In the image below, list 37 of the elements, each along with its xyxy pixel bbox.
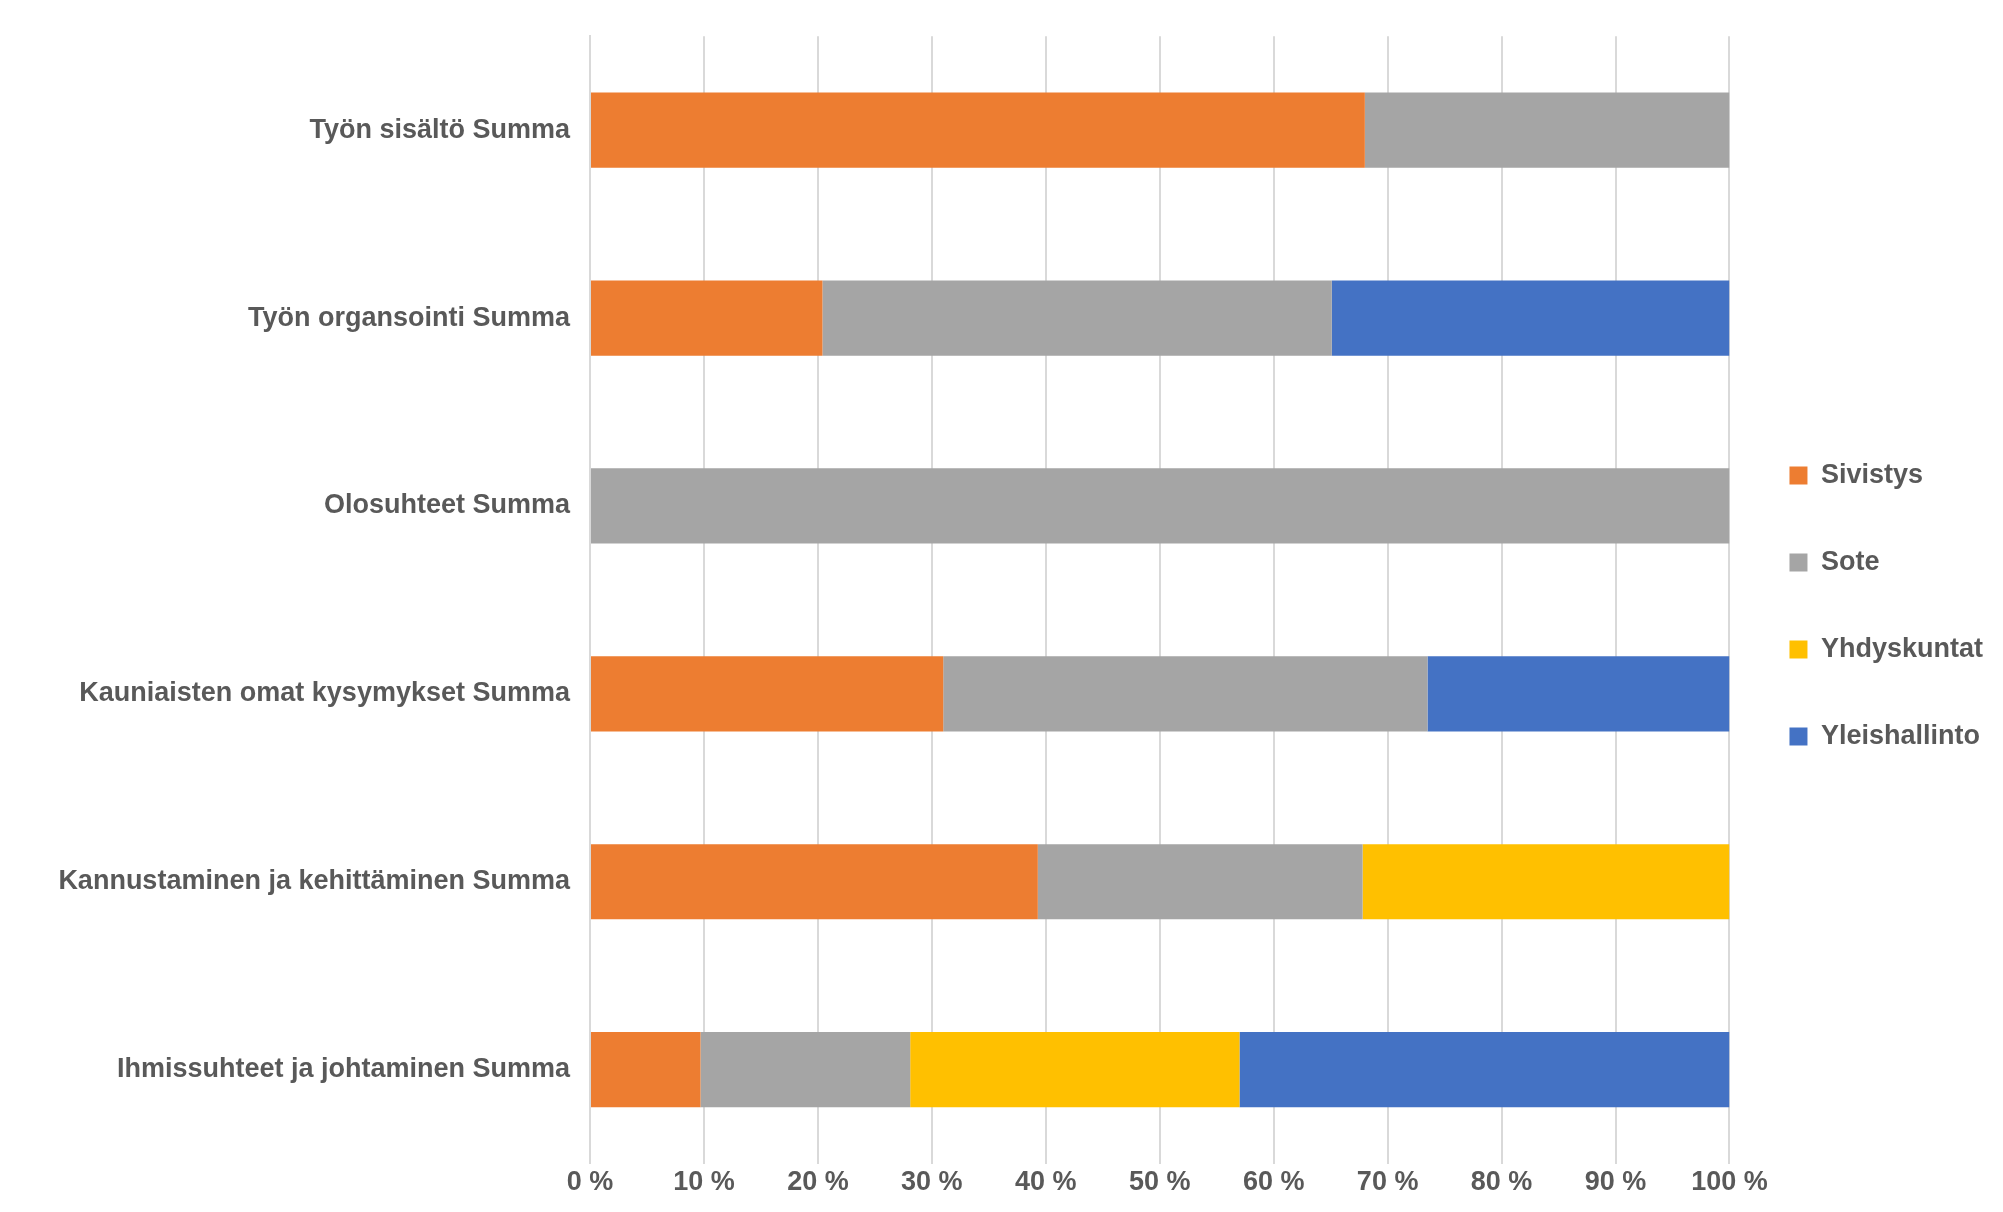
bar [591, 844, 1038, 920]
bar [1331, 280, 1730, 356]
bar [591, 92, 1365, 168]
bar [822, 280, 1332, 356]
x-tick-label: 40 % [1015, 1166, 1077, 1197]
legend-label: Yhdyskuntat [1820, 632, 1984, 663]
y-tick-label: Kannustaminen ja kehittäminen Summa [58, 865, 571, 896]
bar [1362, 844, 1730, 920]
y-tick-label: Työn sisältö Summa [309, 113, 571, 144]
bar [1364, 92, 1730, 168]
bar [591, 468, 1730, 544]
y-tick-label: Työn organsointi Summa [247, 301, 571, 332]
y-tick-label: Kauniaisten omat kysymykset Summa [79, 677, 571, 708]
bar [700, 1032, 911, 1108]
bar [591, 1032, 701, 1108]
x-tick-label: 80 % [1470, 1166, 1533, 1197]
x-tick-label: 0 % [566, 1166, 614, 1197]
x-tick-label: 70 % [1356, 1166, 1419, 1197]
x-tick-label: 20 % [787, 1166, 849, 1197]
bar [1239, 1032, 1730, 1108]
x-tick-label: 50 % [1128, 1166, 1191, 1197]
bar [591, 656, 944, 732]
bar [1037, 844, 1363, 920]
x-tick-label: 60 % [1242, 1166, 1305, 1197]
legend-label: Yleishallinto [1820, 719, 1981, 750]
legend-label: Sote [1820, 545, 1880, 576]
legend-label: Sivistys [1820, 458, 1924, 489]
x-tick-label: 100 % [1691, 1166, 1768, 1197]
y-tick-label: Olosuhteet Summa [323, 489, 571, 520]
x-tick-label: 90 % [1584, 1166, 1647, 1197]
x-tick-label: 30 % [901, 1166, 963, 1197]
bar [591, 280, 823, 356]
y-tick-label: Ihmissuhteet ja johtaminen Summa [116, 1053, 571, 1084]
bar [943, 656, 1428, 732]
bar [910, 1032, 1240, 1108]
bar [1427, 656, 1730, 732]
x-tick-label: 10 % [673, 1166, 735, 1197]
